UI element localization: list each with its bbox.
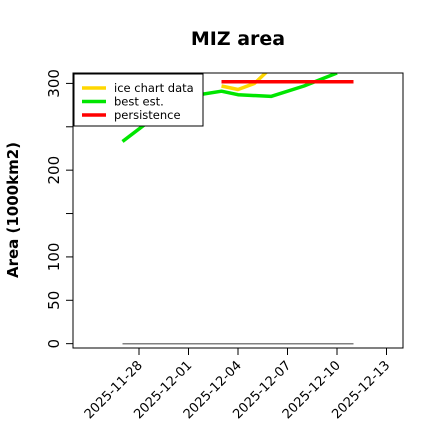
y-tick-label: 50: [45, 291, 63, 310]
y-tick-label: 200: [45, 156, 63, 185]
legend-label: best est.: [114, 95, 164, 109]
chart-title: MIZ area: [191, 28, 285, 50]
x-axis-ticks: 2025-11-282025-12-012025-12-042025-12-07…: [82, 348, 393, 422]
y-axis-label: Area (1000km2): [4, 142, 22, 278]
y-tick-label: 300: [45, 69, 63, 98]
y-tick-label: 100: [45, 243, 63, 272]
legend-label: ice chart data: [114, 81, 194, 95]
legend-label: persistence: [114, 108, 181, 122]
y-axis-ticks: 0 50 100 200 300: [45, 69, 73, 348]
y-tick-label: 0: [45, 339, 63, 349]
series-line-ice-chart-data: [221, 73, 269, 92]
